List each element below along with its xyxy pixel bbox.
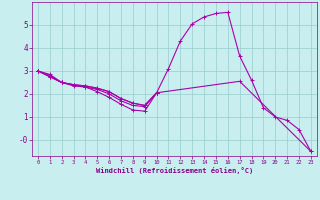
- X-axis label: Windchill (Refroidissement éolien,°C): Windchill (Refroidissement éolien,°C): [96, 167, 253, 174]
